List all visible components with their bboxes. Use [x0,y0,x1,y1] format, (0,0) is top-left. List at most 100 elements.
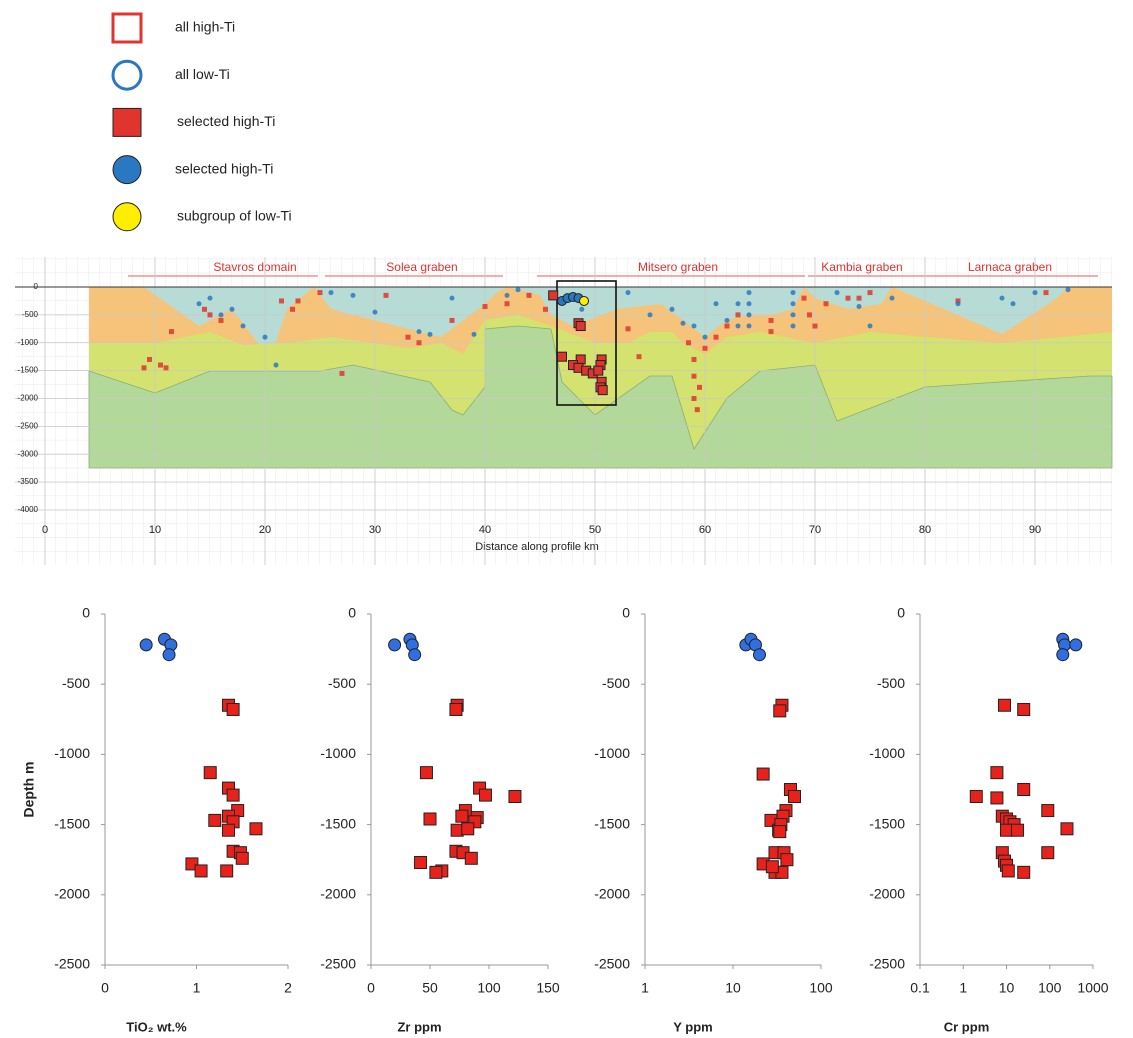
point [692,396,697,401]
y-tick-label: -2500 [320,956,356,972]
point [274,363,279,368]
figure: Stavros domain Solea graben Mitsero grab… [0,0,1133,1038]
point [472,332,477,337]
point [846,296,851,301]
point [736,301,741,306]
point [230,307,235,312]
x-tick-label: 30 [369,524,381,536]
point [197,301,202,306]
point [409,649,421,661]
point [505,301,510,306]
point [450,703,462,715]
point [543,307,548,312]
point [169,329,174,334]
point [802,296,807,301]
x-tick-label: 60 [699,524,711,536]
y-tick-label: -2500 [869,956,905,972]
point [456,810,468,822]
point [747,324,752,329]
point [558,352,567,361]
x-tick-label: 50 [422,980,438,996]
y-tick-label: -1000 [54,745,90,761]
y-tick-label: -1500 [18,366,39,375]
point [1002,865,1014,877]
point [999,699,1011,711]
point [692,374,697,379]
point [868,290,873,295]
point [250,823,262,835]
point [714,335,719,340]
point [736,324,741,329]
x-tick-label: 40 [479,524,491,536]
point [626,326,631,331]
point [774,705,786,717]
point [219,312,224,317]
x-tick-label: 150 [536,980,560,996]
point [351,293,356,298]
y-tick-label: -500 [22,310,39,319]
x-tick-label: 1000 [1077,980,1108,996]
y-tick-label: -2500 [594,956,630,972]
point [1018,703,1030,715]
y-tick-label: 0 [622,605,630,621]
x-tick-label: 70 [809,524,821,536]
point [1033,290,1038,295]
y-tick-label: 0 [897,605,905,621]
point [789,791,801,803]
x-tick-label: 10 [725,980,741,996]
point [415,857,427,869]
point [208,312,213,317]
y-tick-label: -2000 [54,886,90,902]
legend-marker [113,108,141,136]
point [991,767,1003,779]
point [384,293,389,298]
y-tick-label: 0 [82,605,90,621]
legend-label: all high-Ti [175,19,235,35]
point [813,324,818,329]
point [670,307,675,312]
domain-label: Larnaca graben [968,260,1052,274]
x-tick-label: 20 [259,524,271,536]
point [747,301,752,306]
y-axis-label: Depth m [21,762,37,818]
legend-marker [113,156,141,184]
point [835,290,840,295]
point [791,312,796,317]
y-tick-label: -1000 [18,338,39,347]
x-tick-label: 0 [367,980,375,996]
point [450,296,455,301]
legend-label: all low-Ti [175,66,230,82]
point [202,307,207,312]
x-tick-label: 100 [809,980,833,996]
point [1066,287,1071,292]
point [373,310,378,315]
point [509,791,521,803]
point [406,335,411,340]
y-tick-label: -500 [62,675,90,691]
point [479,789,491,801]
point [970,791,982,803]
point [223,824,235,836]
y-tick-label: -1000 [320,745,356,761]
point [781,854,793,866]
point [1044,290,1049,295]
point [714,301,719,306]
point [626,290,631,295]
point [769,318,774,323]
legend-marker [113,14,141,42]
legend-marker [113,203,141,231]
point [1012,824,1024,836]
point [791,324,796,329]
y-tick-label: -2500 [54,956,90,972]
y-tick-label: -1500 [594,815,630,831]
point [747,312,752,317]
x-tick-label: 10 [999,980,1015,996]
x-tick-label: 0.1 [910,980,930,996]
point [576,322,585,331]
y-tick-label: -500 [602,675,630,691]
point [227,703,239,715]
x-tick-label: 100 [477,980,501,996]
x-axis-label: Distance along profile km [475,541,599,553]
point [163,649,175,661]
point [1042,847,1054,859]
